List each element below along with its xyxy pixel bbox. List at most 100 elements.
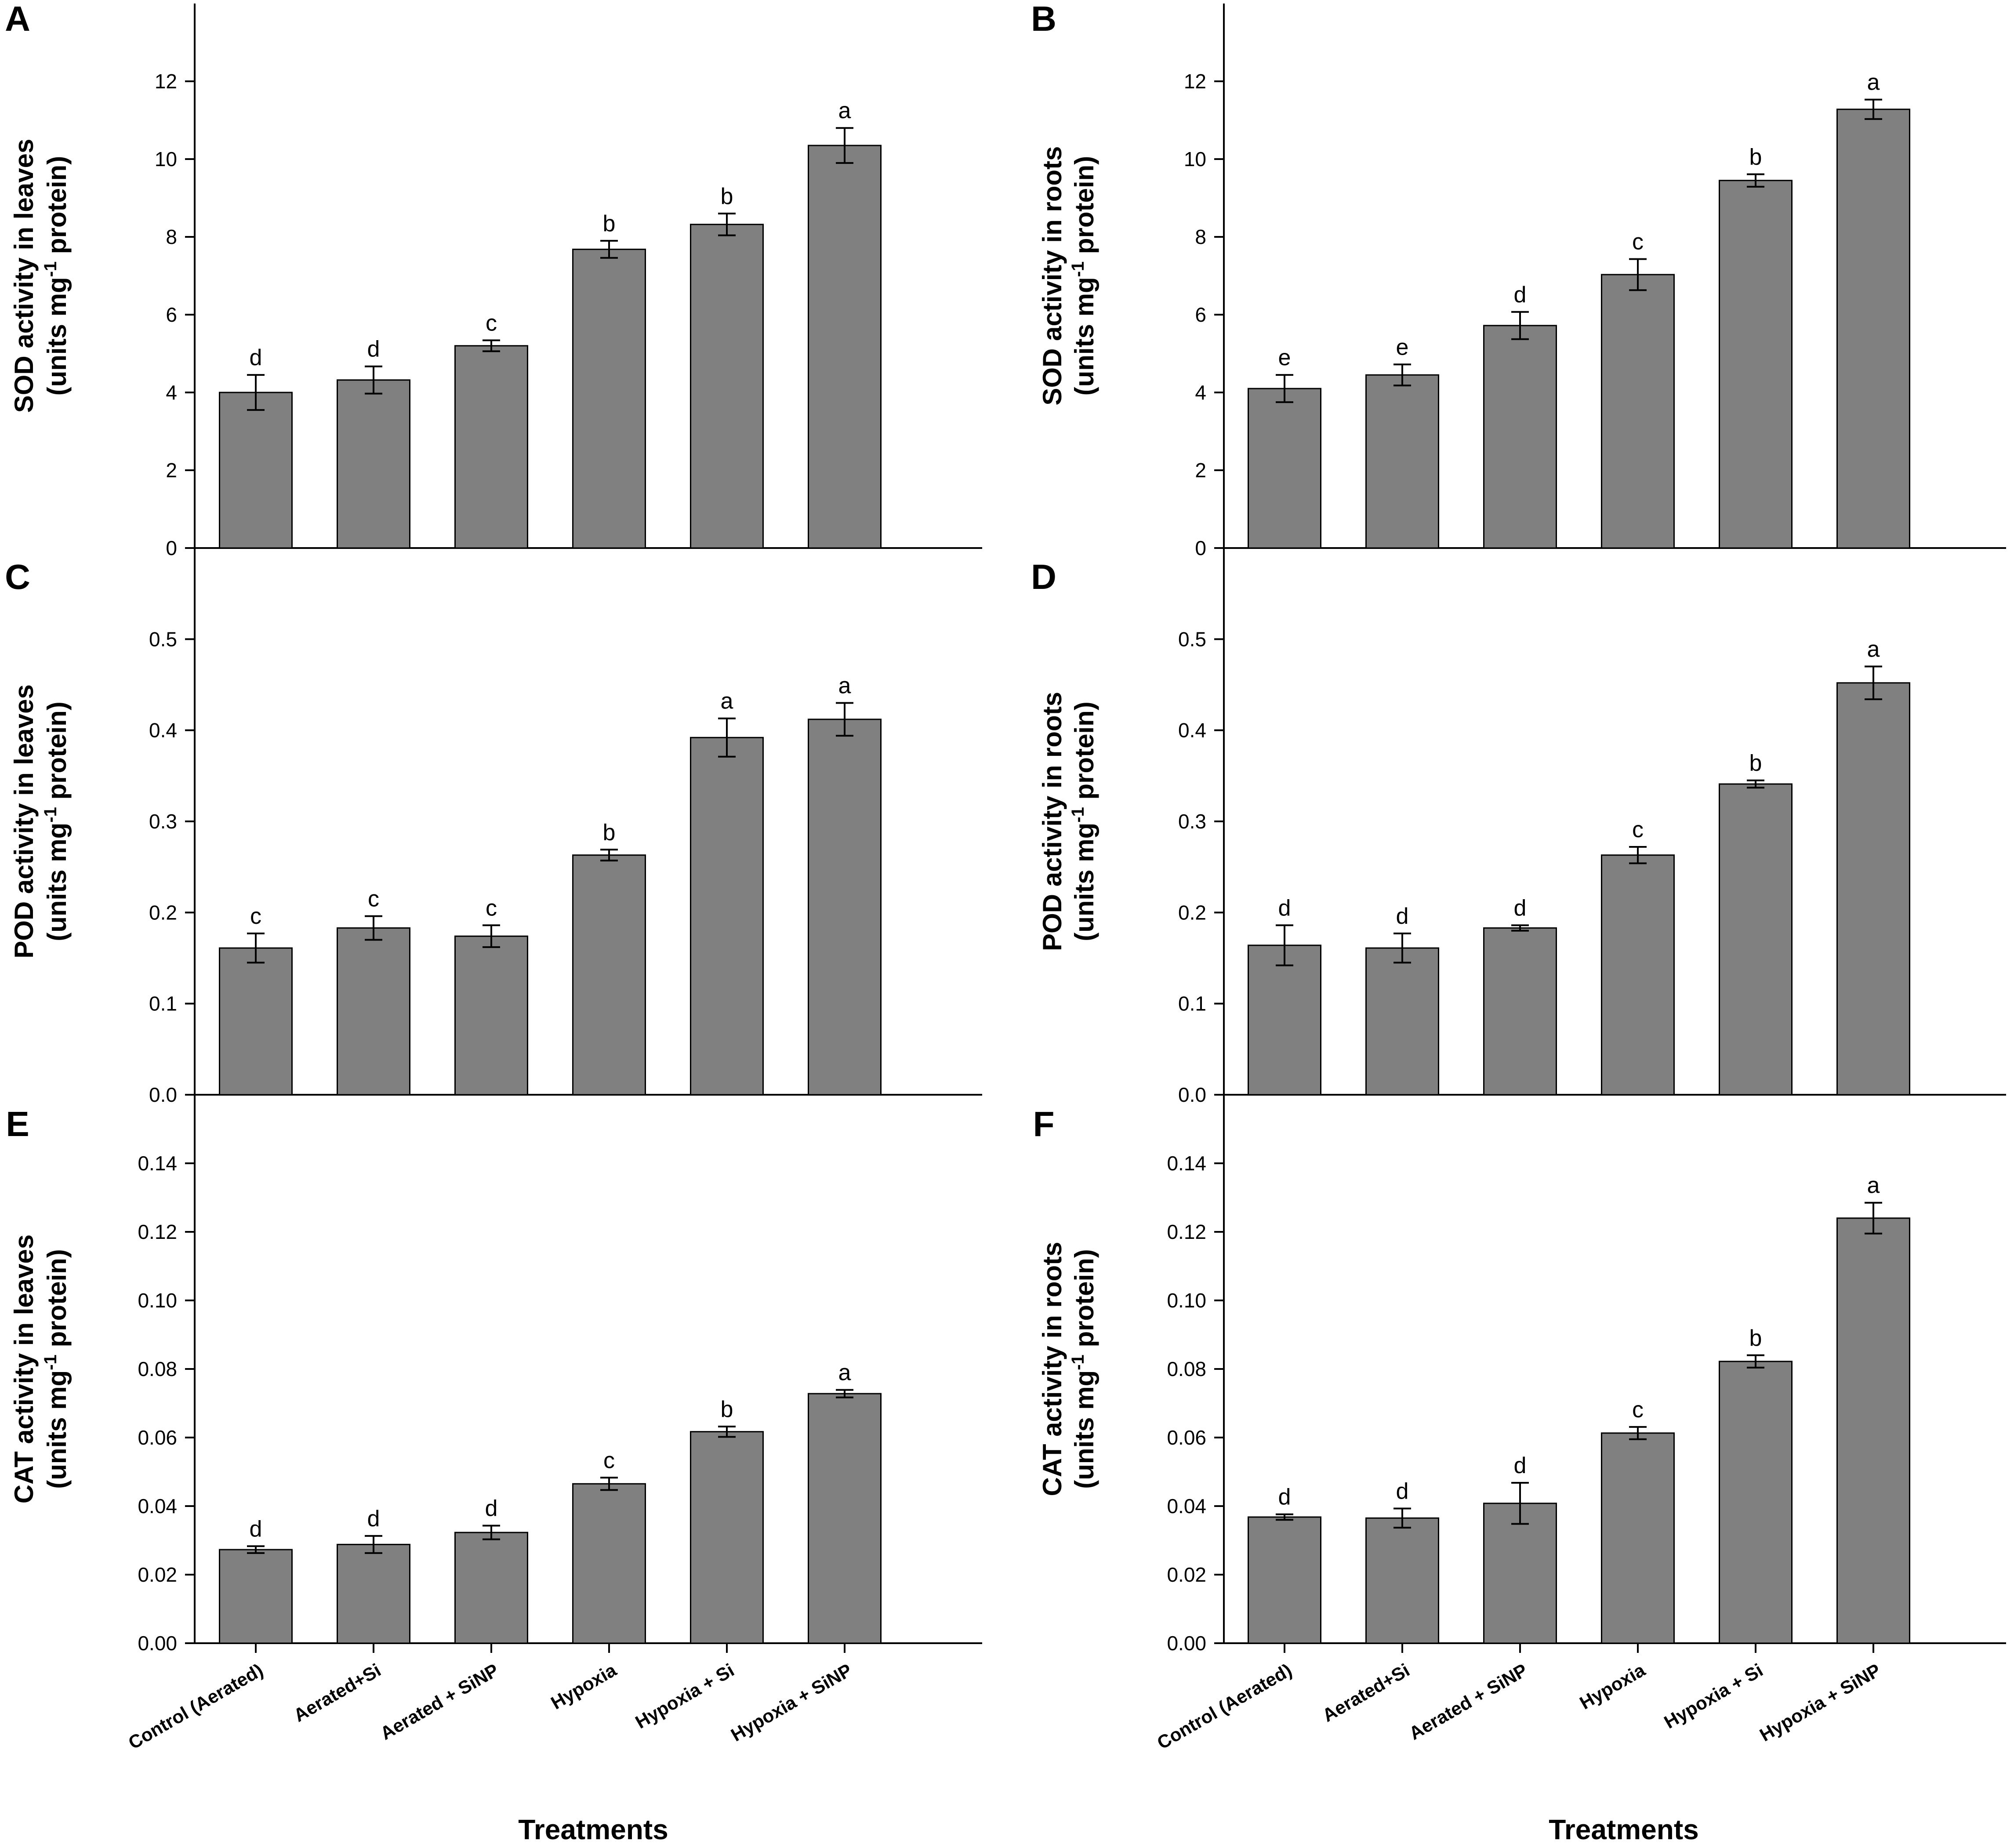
- x-category-label: Aerated + SiNP: [377, 1659, 502, 1744]
- y-axis-label: CAT activity in leaves: [9, 1234, 39, 1503]
- bar: [1483, 1503, 1557, 1644]
- significance-letter: d: [1278, 1485, 1291, 1510]
- y-tick-label: 10: [155, 148, 177, 171]
- y-tick-label: 0.0: [149, 1083, 177, 1106]
- y-tick-label: 0.10: [1167, 1289, 1206, 1312]
- x-category-label: Hypoxia + SiNP: [727, 1659, 855, 1745]
- y-tick-label: 0.12: [1167, 1220, 1206, 1243]
- y-axis-label: CAT activity in roots: [1038, 1242, 1067, 1496]
- significance-letter: a: [838, 673, 851, 698]
- y-axis-label-units: (units mg-1 protein): [1068, 1249, 1099, 1489]
- significance-letter: d: [1514, 895, 1527, 921]
- bar: [454, 1532, 528, 1644]
- y-tick-label: 0.5: [1178, 628, 1206, 650]
- significance-letter: b: [1749, 145, 1762, 170]
- y-axis-label-units: (units mg-1 protein): [41, 1249, 72, 1489]
- significance-letter: a: [838, 98, 851, 123]
- y-axis-label: SOD activity in leaves: [9, 139, 39, 413]
- panel-letter: E: [6, 1104, 29, 1144]
- significance-letter: b: [1749, 751, 1762, 776]
- significance-letter: b: [603, 211, 616, 236]
- panel-letter: C: [5, 557, 30, 596]
- y-tick-label: 0.5: [149, 628, 177, 650]
- significance-letter: c: [1632, 817, 1644, 842]
- y-tick-label: 8: [166, 225, 177, 248]
- y-axis-units-superscript: -1: [1068, 807, 1088, 823]
- significance-letter: e: [1278, 345, 1291, 370]
- significance-letter: a: [838, 1360, 851, 1386]
- bar: [1836, 109, 1910, 549]
- y-axis-units-text: protein): [42, 156, 72, 261]
- y-tick-label: 8: [1195, 225, 1206, 248]
- y-axis-units-superscript: -1: [1068, 1354, 1088, 1370]
- significance-letter: b: [603, 820, 616, 845]
- y-axis-units-text: (units mg: [1070, 277, 1099, 396]
- y-tick-label: 0.4: [149, 719, 177, 742]
- y-tick-label: 0.1: [149, 992, 177, 1015]
- bar: [572, 1483, 646, 1644]
- y-tick-label: 0.12: [138, 1220, 177, 1243]
- significance-letter: d: [250, 345, 262, 370]
- y-tick-label: 6: [1195, 303, 1206, 326]
- y-axis-units-text: (units mg: [42, 277, 72, 396]
- bar: [808, 719, 882, 1096]
- y-axis-label: POD activity in roots: [1038, 692, 1067, 951]
- bar: [1365, 374, 1439, 549]
- y-tick-label: 4: [166, 381, 177, 404]
- y-tick-label: 0.3: [149, 810, 177, 833]
- bar: [1248, 1516, 1321, 1644]
- significance-letter: d: [367, 337, 380, 362]
- y-tick-label: 0.02: [138, 1563, 177, 1586]
- panel-d: D POD activity in roots (units mg-1 protei…: [1031, 548, 2006, 1106]
- significance-letter: d: [1278, 895, 1291, 921]
- significance-letter: c: [1632, 229, 1644, 254]
- bar: [572, 854, 646, 1096]
- bar: [1601, 1432, 1675, 1644]
- y-tick-label: 0.0: [1178, 1083, 1206, 1106]
- y-tick-label: 0.00: [138, 1632, 177, 1655]
- y-tick-label: 0.00: [1167, 1632, 1206, 1655]
- significance-letter: a: [1867, 1173, 1880, 1198]
- panel-c: C POD activity in leaves (units mg-1 prote…: [5, 548, 982, 1106]
- bar: [1248, 388, 1321, 549]
- bar: [1365, 1517, 1439, 1644]
- y-axis-units-superscript: -1: [41, 807, 60, 823]
- y-axis-label: SOD activity in roots: [1038, 146, 1067, 405]
- significance-letter: c: [250, 904, 261, 929]
- bar: [572, 248, 646, 549]
- y-axis-units-text: (units mg: [42, 1370, 72, 1489]
- bar: [1836, 1217, 1910, 1644]
- bar: [1365, 947, 1439, 1096]
- significance-letter: d: [1514, 1453, 1527, 1478]
- y-tick-label: 2: [166, 459, 177, 482]
- bar: [1719, 180, 1793, 549]
- x-category-label: Aerated+Si: [1319, 1659, 1413, 1726]
- y-tick-label: 12: [1184, 70, 1206, 93]
- significance-letter: a: [721, 689, 733, 714]
- x-category-label: Hypoxia + SiNP: [1756, 1659, 1884, 1745]
- x-category-label: Control (Aerated): [125, 1659, 267, 1753]
- significance-letter: a: [1867, 70, 1880, 95]
- y-tick-label: 12: [155, 70, 177, 93]
- bar: [1601, 854, 1675, 1096]
- y-axis-units-text: protein): [42, 701, 72, 807]
- x-axis-title: Treatments: [518, 1814, 668, 1845]
- significance-letter: c: [486, 310, 497, 336]
- panel-letter: F: [1033, 1104, 1055, 1144]
- x-category-label: Control (Aerated): [1154, 1659, 1295, 1753]
- y-tick-label: 0.10: [138, 1289, 177, 1312]
- bar: [219, 1549, 293, 1644]
- panel-a: A SOD activity in leaves (units mg-1 prote…: [5, 0, 982, 559]
- y-axis-label-units: (units mg-1 protein): [1068, 156, 1099, 396]
- bar: [808, 1393, 882, 1644]
- bar: [690, 737, 764, 1096]
- y-tick-label: 0.04: [138, 1495, 177, 1518]
- significance-letter: d: [485, 1496, 498, 1521]
- significance-letter: c: [486, 895, 497, 921]
- significance-letter: b: [1749, 1325, 1762, 1351]
- y-tick-label: 0.04: [1167, 1495, 1206, 1518]
- bar: [1836, 682, 1910, 1096]
- bar: [219, 392, 293, 549]
- y-tick-label: 0: [1195, 537, 1206, 559]
